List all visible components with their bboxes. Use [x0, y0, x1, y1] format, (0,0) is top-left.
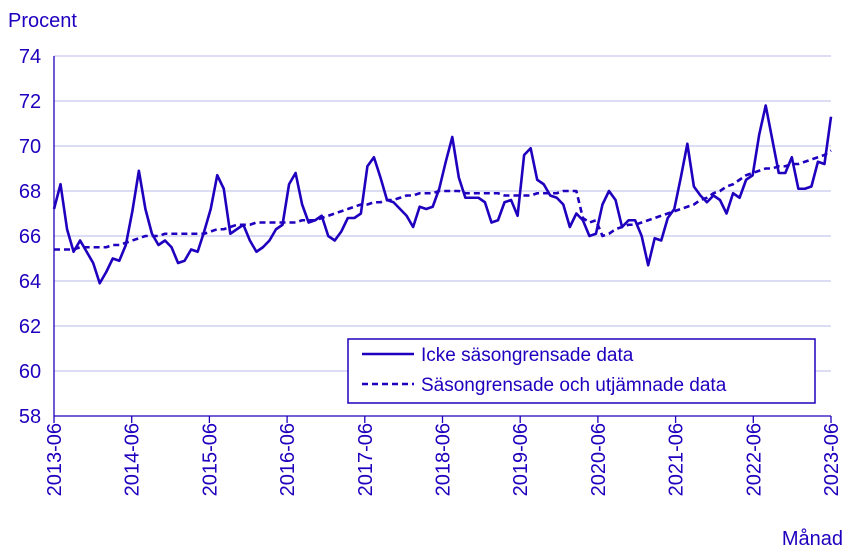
x-tick-label: 2019-06: [510, 423, 532, 496]
y-tick-label: 62: [19, 316, 41, 338]
x-tick-label: 2018-06: [433, 423, 455, 496]
series-lines: [52, 104, 833, 285]
x-tick-label: 2023-06: [821, 423, 843, 496]
axes: [53, 56, 832, 423]
x-axis-label: Månad: [782, 528, 843, 550]
legend-entry-label: Säsongrensade och utjämnade data: [421, 375, 727, 396]
x-tick-label: 2022-06: [743, 423, 765, 496]
y-axis-label: Procent: [8, 10, 77, 32]
x-axis-tick-labels: 2013-06 2014-06 2015-06 2016-06 2017-06 2018-…: [44, 423, 843, 496]
y-tick-label: 68: [19, 181, 41, 203]
y-tick-label: 70: [19, 136, 41, 158]
x-tick-label: 2014-06: [122, 423, 144, 496]
x-tick-label: 2021-06: [666, 423, 688, 496]
series-line-adjusted: [54, 149, 832, 251]
y-tick-label: 60: [19, 361, 41, 383]
series-line-unadjusted: [52, 104, 833, 285]
x-tick-label: 2016-06: [277, 423, 299, 496]
y-tick-label: 72: [19, 91, 41, 113]
y-tick-label: 74: [19, 46, 41, 68]
legend: Icke säsongrensade data Säsongrensade oc…: [347, 338, 816, 404]
legend-box: [347, 338, 816, 404]
y-tick-label: 64: [19, 271, 41, 293]
x-tick-label: 2015-06: [199, 423, 221, 496]
x-tick-label: 2017-06: [355, 423, 377, 496]
x-tick-label: 2020-06: [588, 423, 610, 496]
y-axis-tick-labels: 58 60 62 64 66 68 70 72 74: [19, 46, 41, 428]
y-tick-label: 58: [19, 406, 41, 428]
x-tick-label: 2013-06: [44, 423, 66, 496]
legend-entry-label: Icke säsongrensade data: [421, 345, 634, 366]
y-tick-label: 66: [19, 226, 41, 248]
gridlines: [54, 55, 831, 372]
